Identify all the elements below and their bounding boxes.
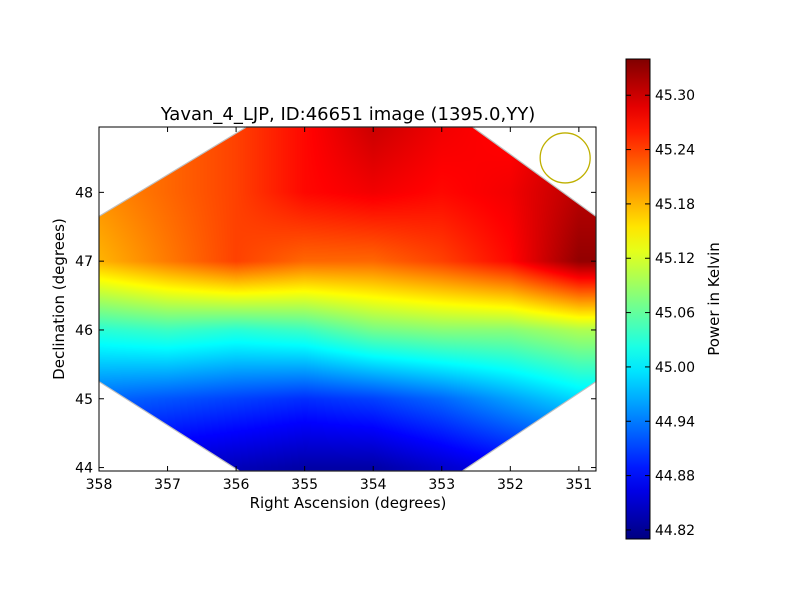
x-tick-label: 355 [291,477,318,493]
x-tick-label: 356 [223,477,250,493]
chart-title: Yavan_4_LJP, ID:46651 image (1395.0,YY) [160,104,535,125]
x-tick-label: 358 [86,477,113,493]
colorbar-tick-label: 45.24 [655,143,695,159]
y-axis-label: Declination (degrees) [50,218,68,380]
colorbar-gradient [625,58,651,540]
plot-frame [98,126,597,472]
y-axis-ticks: 44 45 46 47 48 [75,185,596,477]
y-tick-label: 46 [75,323,93,339]
x-axis-label: Right Ascension (degrees) [250,494,447,512]
colorbar-tick-label: 44.94 [655,414,695,430]
y-tick-label: 47 [75,254,93,270]
x-tick-label: 353 [428,477,455,493]
colorbar-tick-label: 45.18 [655,197,695,213]
colorbar-label: Power in Kelvin [705,242,723,356]
x-tick-label: 352 [497,477,524,493]
colorbar-tick-label: 45.30 [655,88,695,104]
colorbar-tick-label: 45.00 [655,360,695,376]
colorbar-tick-label: 44.88 [655,469,695,485]
y-tick-label: 48 [75,185,93,201]
x-tick-label: 354 [360,477,387,493]
colorbar-tick-label: 45.12 [655,251,695,267]
x-tick-label: 357 [154,477,181,493]
colorbar-tick-label: 44.82 [655,523,695,539]
x-axis-ticks: 358 357 356 355 354 353 352 351 [86,127,592,493]
heatmap-image [99,127,596,471]
y-tick-label: 44 [75,461,93,477]
plot-area: 358 357 356 355 354 353 352 351 44 45 46 47 48 [75,126,597,493]
colorbar-tick-label: 45.06 [655,306,695,322]
beam-circle-marker [539,132,591,184]
x-tick-label: 351 [565,477,592,493]
colorbar: 44.82 44.88 44.94 45.00 45.06 45.12 45.18 45.24… [625,58,695,540]
colorbar-ticks: 44.82 44.88 44.94 45.00 45.06 45.12 45.18 45.24… [626,88,695,539]
y-tick-label: 45 [75,392,93,408]
